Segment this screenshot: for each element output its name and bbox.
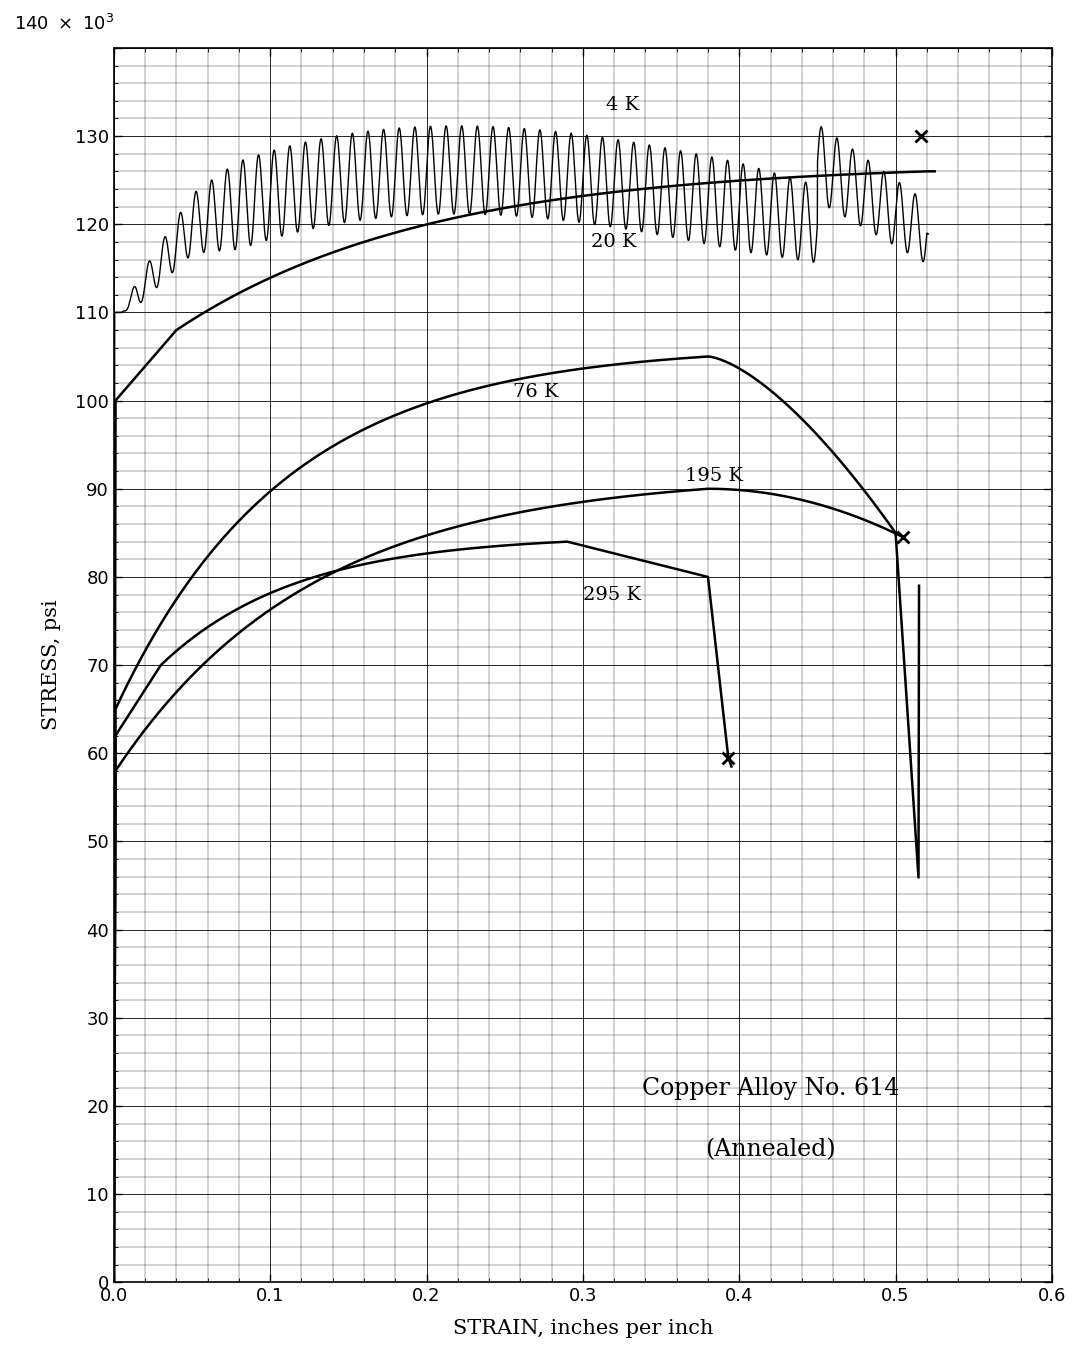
Text: 195 K: 195 K (685, 466, 743, 484)
Text: 4 K: 4 K (606, 96, 639, 114)
X-axis label: STRAIN, inches per inch: STRAIN, inches per inch (453, 1320, 713, 1338)
Y-axis label: STRESS, psi: STRESS, psi (42, 600, 60, 730)
Text: (Annealed): (Annealed) (705, 1138, 836, 1161)
Text: 76 K: 76 K (513, 383, 558, 400)
Text: 20 K: 20 K (591, 233, 636, 251)
Text: $140\ \times\ 10^3$: $140\ \times\ 10^3$ (14, 14, 114, 34)
Text: 295 K: 295 K (583, 585, 640, 603)
Text: Copper Alloy No. 614: Copper Alloy No. 614 (642, 1078, 900, 1101)
